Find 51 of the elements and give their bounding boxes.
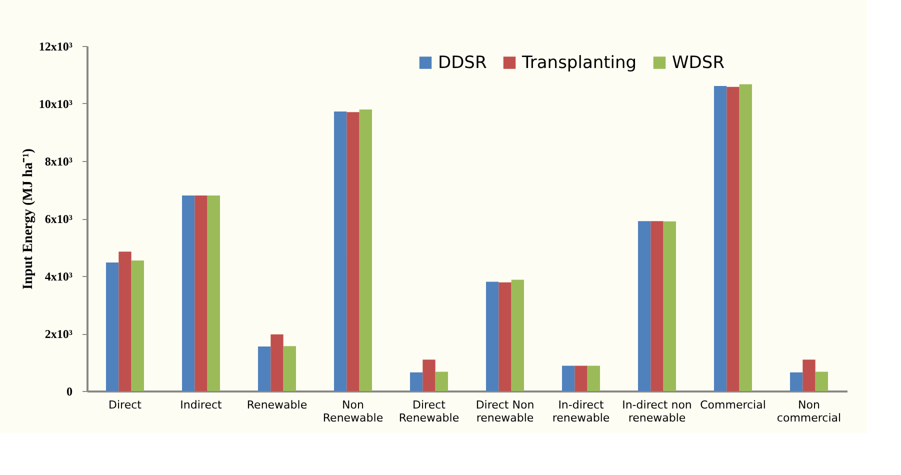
y-axis-title: Input Energy (MJ ha⁻¹)	[20, 148, 36, 290]
legend-label: Transplanting	[521, 52, 637, 73]
x-tick-label: Commercial	[700, 398, 766, 412]
bar	[435, 372, 448, 391]
x-tick-label: Direct Non renewable	[476, 398, 534, 424]
bar	[359, 110, 372, 391]
bar	[511, 280, 524, 391]
bar	[106, 262, 119, 391]
x-tick-label: In-direct non renewable	[622, 398, 692, 424]
y-tick-label: 12x10³	[38, 40, 73, 54]
bar	[118, 252, 132, 391]
legend-label: DDSR	[438, 52, 487, 73]
x-tick-label: Non commercial	[776, 398, 842, 424]
bar	[194, 196, 208, 391]
x-tick-label: In-direct renewable	[552, 398, 610, 424]
bar	[207, 196, 220, 391]
x-tick-label: Indirect	[180, 398, 223, 412]
bar	[334, 112, 347, 391]
bar	[283, 346, 296, 391]
bar	[739, 84, 752, 391]
bar	[422, 360, 436, 391]
bar	[714, 86, 727, 391]
legend-label: WDSR	[672, 52, 725, 73]
bar	[790, 372, 803, 391]
bar	[587, 366, 600, 391]
bar	[498, 282, 512, 391]
y-tick-label: 4x10³	[44, 270, 73, 284]
bar	[258, 346, 271, 391]
x-tick-label: Renewable	[246, 398, 308, 412]
bar	[815, 372, 828, 391]
x-tick-label: Direct	[108, 398, 142, 412]
bar	[650, 221, 664, 391]
x-tick-label: Non Renewable	[322, 398, 384, 424]
y-tick-label: 6x10³	[44, 212, 73, 226]
bar	[486, 282, 499, 391]
bar	[726, 86, 740, 391]
bar	[663, 221, 676, 391]
x-tick-label: Direct Renewable	[398, 398, 460, 424]
y-tick-label: 8x10³	[44, 154, 73, 168]
y-tick-label: 2x10³	[44, 327, 73, 341]
bar	[574, 366, 588, 391]
bar	[562, 366, 575, 391]
bar	[638, 221, 651, 391]
bar	[802, 360, 816, 391]
bar	[270, 334, 284, 391]
y-tick-label: 0	[66, 384, 72, 398]
y-tick-label: 10x10³	[38, 97, 73, 111]
bar	[182, 196, 195, 391]
bar	[410, 372, 423, 391]
bar	[346, 112, 360, 391]
bar	[131, 260, 144, 391]
